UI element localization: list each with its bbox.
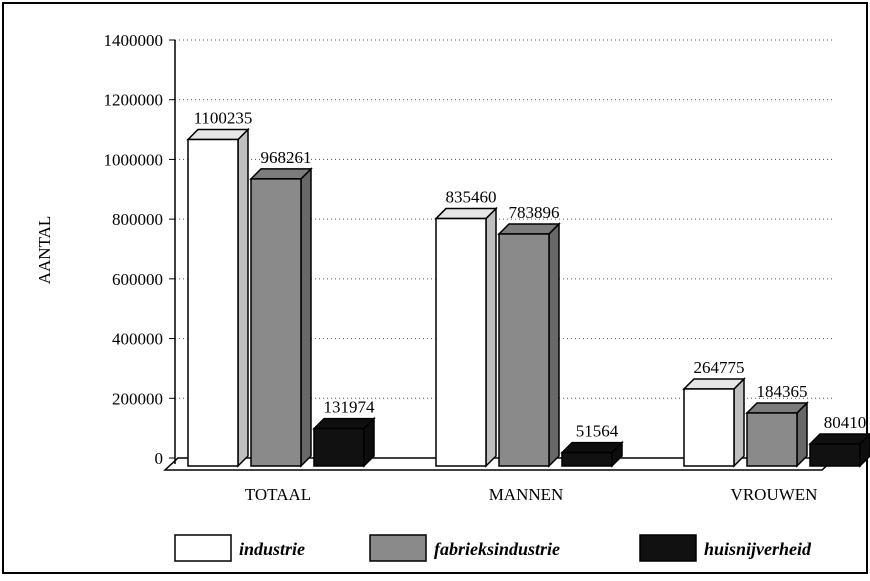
y-tick-label: 600000 bbox=[112, 270, 163, 289]
bar bbox=[809, 443, 861, 467]
y-tick-label: 1000000 bbox=[104, 150, 164, 169]
data-label: 968261 bbox=[261, 148, 312, 167]
x-tick-label: MANNEN bbox=[489, 485, 564, 504]
legend-swatch bbox=[639, 534, 697, 562]
x-tick-label: TOTAAL bbox=[245, 485, 311, 504]
y-tick-label: 800000 bbox=[112, 210, 163, 229]
y-tick-label: 0 bbox=[155, 449, 164, 468]
y-tick-label: 400000 bbox=[112, 330, 163, 349]
frame bbox=[2, 2, 868, 574]
bar-side bbox=[237, 127, 249, 468]
y-tick-label: 1200000 bbox=[104, 91, 164, 110]
legend-label: industrie bbox=[239, 539, 305, 559]
bar bbox=[435, 217, 487, 467]
data-label: 184365 bbox=[757, 382, 808, 401]
bar bbox=[498, 233, 550, 467]
x-tick-label: VROUWEN bbox=[731, 485, 818, 504]
data-label: 264775 bbox=[694, 358, 745, 377]
legend-swatch bbox=[369, 534, 427, 562]
bar-top bbox=[249, 168, 313, 180]
data-label: 131974 bbox=[324, 398, 376, 417]
bar-top bbox=[560, 441, 624, 454]
y-axis-label: AANTAL bbox=[35, 216, 54, 285]
data-label: 1100235 bbox=[194, 109, 253, 128]
bar-top bbox=[808, 433, 870, 445]
bar-top bbox=[497, 223, 561, 235]
y-tick-label: 1400000 bbox=[104, 31, 164, 50]
bar-side bbox=[300, 167, 312, 468]
legend-label: fabrieksindustrie bbox=[434, 539, 560, 559]
bar bbox=[313, 427, 365, 467]
bar bbox=[561, 451, 613, 467]
bar-top bbox=[186, 128, 250, 141]
bar-top bbox=[682, 378, 746, 390]
data-label: 835460 bbox=[446, 188, 497, 207]
bar-top bbox=[312, 417, 376, 430]
bar bbox=[746, 412, 798, 467]
data-label: 51564 bbox=[576, 422, 619, 441]
data-label: 80410 bbox=[824, 413, 867, 432]
bar-top bbox=[434, 207, 498, 220]
bar bbox=[683, 388, 735, 467]
bar-side bbox=[548, 222, 560, 468]
data-label: 783896 bbox=[509, 203, 560, 222]
legend-label: huisnijverheid bbox=[704, 539, 812, 559]
y-tick-label: 200000 bbox=[112, 389, 163, 408]
bar bbox=[250, 178, 302, 467]
bar bbox=[187, 138, 239, 467]
bar-top bbox=[745, 402, 809, 414]
bar-side bbox=[733, 377, 745, 468]
legend-swatch bbox=[174, 534, 232, 562]
bar-side bbox=[485, 206, 497, 468]
